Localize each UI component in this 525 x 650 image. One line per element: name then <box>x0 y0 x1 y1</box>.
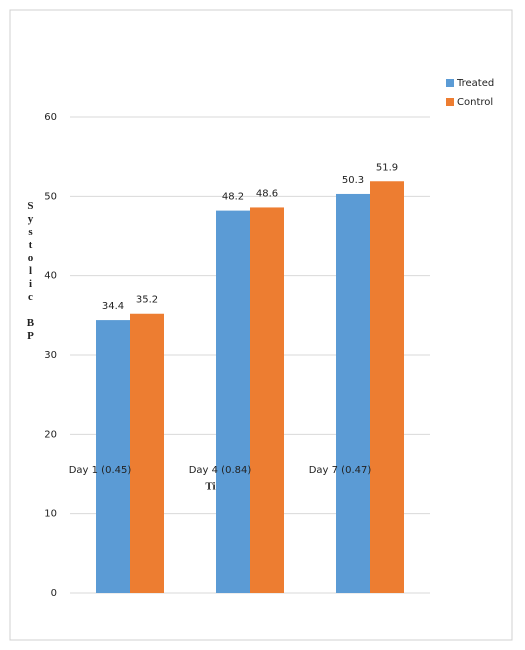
value-label: 48.2 <box>222 192 244 203</box>
y-axis-label: Systolic BP <box>24 200 36 343</box>
x-tick-label: Day 7 (0.47) <box>309 465 372 476</box>
value-label: 48.6 <box>256 188 278 199</box>
legend-label: Treated <box>456 78 494 89</box>
value-label: 34.4 <box>102 301 124 312</box>
y-tick-label: 40 <box>44 271 57 282</box>
x-tick-label: Day 1 (0.45) <box>69 465 132 476</box>
y-tick-label: 10 <box>44 509 57 520</box>
legend-swatch <box>446 79 454 87</box>
bar <box>96 320 130 593</box>
bar <box>130 313 164 593</box>
value-label: 35.2 <box>136 295 158 306</box>
bar <box>336 193 370 593</box>
y-tick-label: 30 <box>44 350 57 361</box>
bar <box>216 210 250 593</box>
value-label: 50.3 <box>342 175 364 186</box>
value-label: 51.9 <box>376 162 398 173</box>
y-tick-label: 50 <box>44 191 57 202</box>
bar <box>250 207 284 593</box>
bar <box>370 181 404 593</box>
legend-swatch <box>446 98 454 106</box>
legend-label: Control <box>457 97 493 108</box>
y-tick-label: 20 <box>44 429 57 440</box>
x-tick-label: Day 4 (0.84) <box>189 465 252 476</box>
y-tick-label: 60 <box>44 112 57 123</box>
y-tick-label: 0 <box>51 588 57 599</box>
